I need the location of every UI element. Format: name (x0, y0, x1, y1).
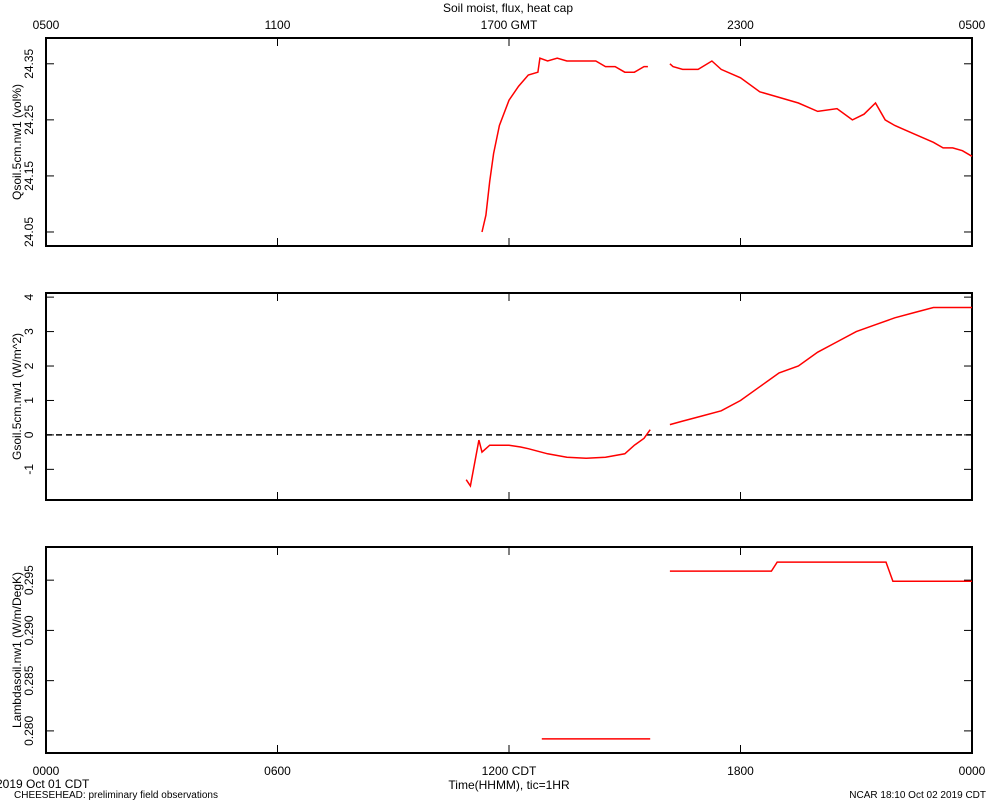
x-tick-label: 0000 (33, 764, 60, 778)
x2-tick-label: 0500 (959, 18, 986, 32)
y-tick-label: 2 (22, 362, 36, 369)
y-axis-label: Lambdasoil.nw1 (W/m/DegK) (10, 572, 24, 728)
x-tick-label: 0600 (264, 764, 291, 778)
x2-tick-label: 0500 (33, 18, 60, 32)
date-label: 2019 Oct 01 CDT (0, 777, 90, 791)
plot-frame (45, 37, 973, 247)
y-axis-label: Gsoil.5cm.nw1 (W/m^2) (10, 333, 24, 460)
y-tick-label: 0.295 (22, 565, 36, 595)
data-line (465, 306, 972, 488)
y-tick-label: 0.285 (22, 665, 36, 695)
y-tick-label: 3 (22, 328, 36, 335)
y-tick-label: 24.35 (22, 48, 36, 78)
timestamp: NCAR 18:10 Oct 02 2019 CDT (849, 790, 986, 800)
y-tick-label: 0.290 (22, 615, 36, 645)
y-tick-label: -1 (22, 464, 36, 475)
data-line (481, 57, 973, 233)
y-tick-label: 24.15 (22, 161, 36, 191)
data-line (541, 561, 972, 740)
x-axis-label: Time(HHMM), tic=1HR (448, 778, 570, 792)
y-tick-label: 24.05 (22, 217, 36, 247)
y-tick-label: 4 (22, 293, 36, 300)
y-tick-label: 0 (22, 431, 36, 438)
x-tick-label: 0000 (959, 764, 986, 778)
y-tick-label: 0.280 (22, 716, 36, 746)
chart-title: Soil moist, flux, heat cap (443, 1, 573, 15)
project-label: CHEESEHEAD: preliminary field observatio… (14, 790, 218, 800)
plot-frame (45, 292, 973, 501)
x-tick-label: 1200 CDT (482, 764, 537, 778)
x2-tick-label: 1700 GMT (481, 18, 538, 32)
y-tick-label: 24.25 (22, 105, 36, 135)
x2-tick-label: 1100 (265, 18, 291, 32)
x2-tick-label: 2300 (727, 18, 754, 32)
x-tick-label: 1800 (727, 764, 754, 778)
plot-frame (45, 546, 973, 754)
y-axis-label: Qsoil.5cm.nw1 (vol%) (10, 84, 24, 200)
y-tick-label: 1 (22, 397, 36, 404)
